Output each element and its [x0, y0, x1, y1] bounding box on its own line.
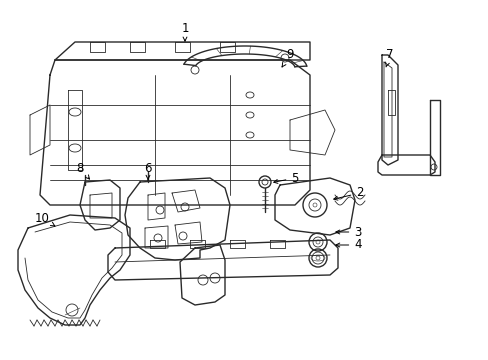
Text: 1: 1 — [181, 22, 188, 41]
Text: 3: 3 — [335, 225, 361, 238]
Text: 10: 10 — [35, 211, 55, 226]
Text: 2: 2 — [333, 186, 363, 200]
Text: 4: 4 — [335, 238, 361, 252]
Text: 7: 7 — [385, 49, 393, 67]
Text: 5: 5 — [273, 171, 298, 184]
Text: 6: 6 — [144, 162, 151, 180]
Text: 8: 8 — [76, 162, 89, 179]
Text: 9: 9 — [282, 49, 293, 67]
